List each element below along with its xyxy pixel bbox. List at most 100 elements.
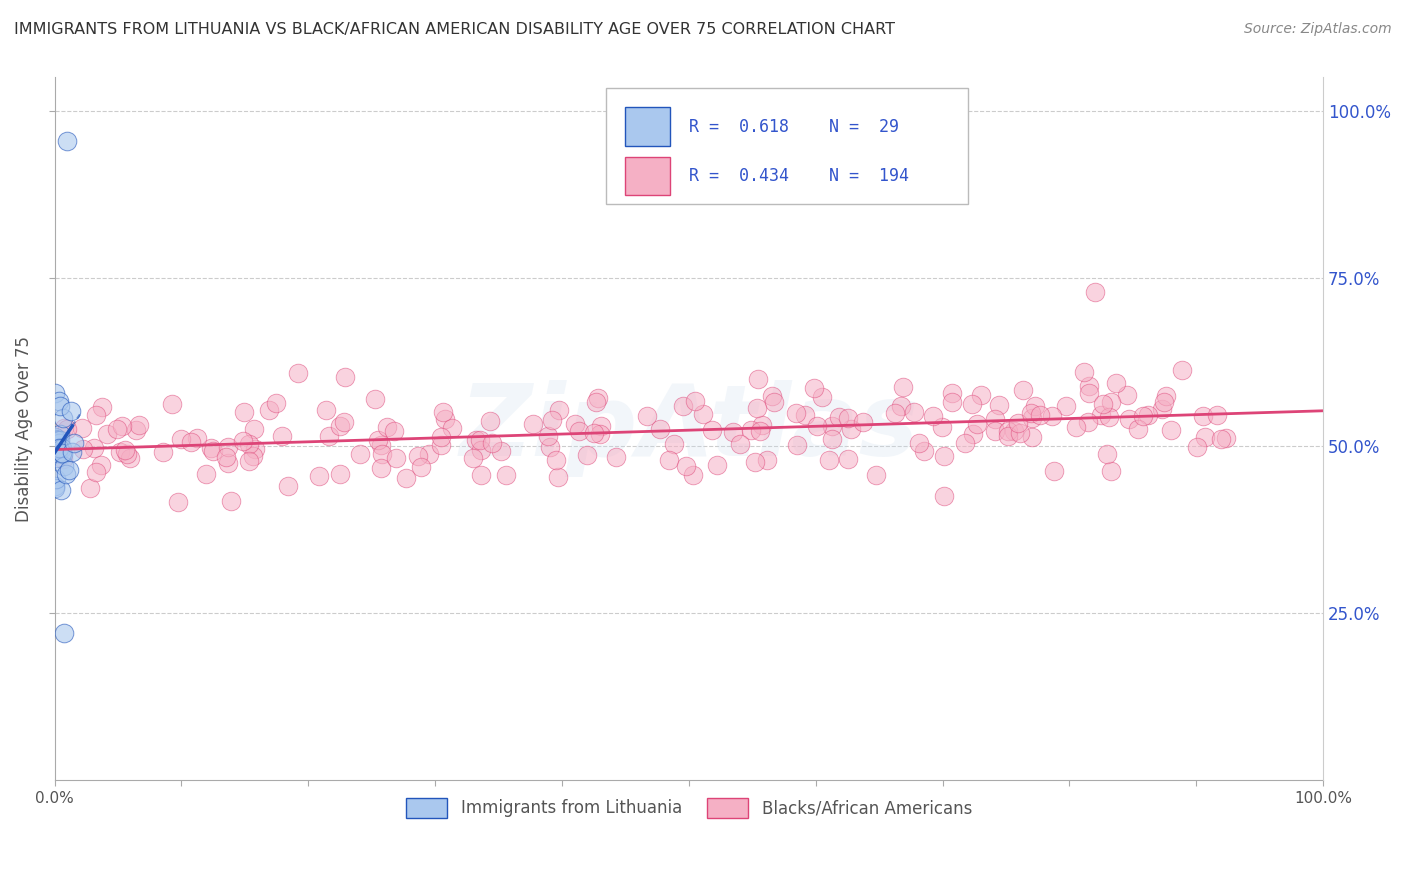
Point <box>44 429 66 443</box>
Point <box>1215 431 1237 445</box>
Point <box>903 405 925 419</box>
Point <box>675 458 697 473</box>
Point <box>238 454 260 468</box>
Point <box>152 445 174 459</box>
Point <box>1099 395 1122 409</box>
Point <box>522 417 544 432</box>
Point <box>941 395 963 409</box>
Point <box>544 452 567 467</box>
Point <box>890 399 912 413</box>
Point <box>48 441 70 455</box>
Point <box>761 389 783 403</box>
Text: ZipAtlas: ZipAtlas <box>460 380 918 477</box>
Point <box>683 393 706 408</box>
Point <box>636 409 658 424</box>
Legend: Immigrants from Lithuania, Blacks/African Americans: Immigrants from Lithuania, Blacks/Africa… <box>399 791 979 825</box>
Point <box>200 441 222 455</box>
Point <box>1194 429 1216 443</box>
Point <box>794 409 817 423</box>
FancyBboxPatch shape <box>606 88 967 204</box>
Point <box>700 423 723 437</box>
Point <box>806 418 828 433</box>
Point <box>232 404 254 418</box>
Point <box>180 435 202 450</box>
Point <box>232 434 254 448</box>
Point <box>1170 363 1192 377</box>
Point <box>90 458 112 472</box>
Point <box>46 442 69 456</box>
Point <box>1077 415 1099 429</box>
Point <box>287 366 309 380</box>
Point <box>406 450 429 464</box>
Point <box>1128 422 1150 436</box>
Point <box>382 425 405 439</box>
Point <box>91 400 114 414</box>
Point <box>117 447 139 461</box>
Point <box>997 429 1019 443</box>
Point <box>257 402 280 417</box>
Point <box>751 417 773 432</box>
Point <box>1132 409 1154 423</box>
Point <box>1012 383 1035 397</box>
Point <box>45 472 67 486</box>
Point <box>367 434 389 448</box>
Point <box>1007 417 1029 431</box>
Point <box>277 478 299 492</box>
Point <box>52 447 75 461</box>
Point <box>495 468 517 483</box>
Point <box>962 427 984 442</box>
Point <box>564 417 586 431</box>
Point <box>970 388 993 402</box>
Point <box>461 450 484 465</box>
Point <box>1099 464 1122 478</box>
Point <box>44 481 66 495</box>
Point <box>941 386 963 401</box>
Point <box>1209 432 1232 446</box>
Point <box>111 418 134 433</box>
Point <box>1077 379 1099 393</box>
Point <box>70 421 93 435</box>
Point <box>785 406 807 420</box>
Point <box>1024 399 1046 413</box>
Point <box>242 450 264 464</box>
Point <box>1073 365 1095 379</box>
Point <box>962 396 984 410</box>
Point <box>1097 447 1119 461</box>
Point <box>1118 412 1140 426</box>
Point <box>537 429 560 443</box>
Point <box>395 471 418 485</box>
Point <box>470 443 492 458</box>
Point <box>186 431 208 445</box>
Text: Source: ZipAtlas.com: Source: ZipAtlas.com <box>1244 22 1392 37</box>
Point <box>953 436 976 450</box>
Point <box>217 440 239 454</box>
Point <box>1152 402 1174 417</box>
Point <box>318 429 340 443</box>
Point <box>375 420 398 434</box>
Text: R =  0.434    N =  194: R = 0.434 N = 194 <box>689 167 908 185</box>
Point <box>83 441 105 455</box>
Point <box>270 428 292 442</box>
Point <box>329 467 352 481</box>
Point <box>489 443 512 458</box>
Point <box>803 381 825 395</box>
Point <box>692 407 714 421</box>
Point <box>605 450 627 464</box>
Point <box>912 443 935 458</box>
Point <box>922 409 945 423</box>
Point <box>658 453 681 467</box>
FancyBboxPatch shape <box>626 107 669 146</box>
Point <box>755 452 778 467</box>
Point <box>837 452 859 467</box>
Point <box>60 445 83 459</box>
Point <box>52 410 75 425</box>
Point <box>114 442 136 457</box>
Point <box>1160 423 1182 437</box>
Point <box>52 451 75 466</box>
Point <box>219 493 242 508</box>
Point <box>1116 388 1139 402</box>
Point <box>86 409 108 423</box>
Point <box>583 425 606 440</box>
Point <box>60 403 83 417</box>
Point <box>49 426 72 441</box>
